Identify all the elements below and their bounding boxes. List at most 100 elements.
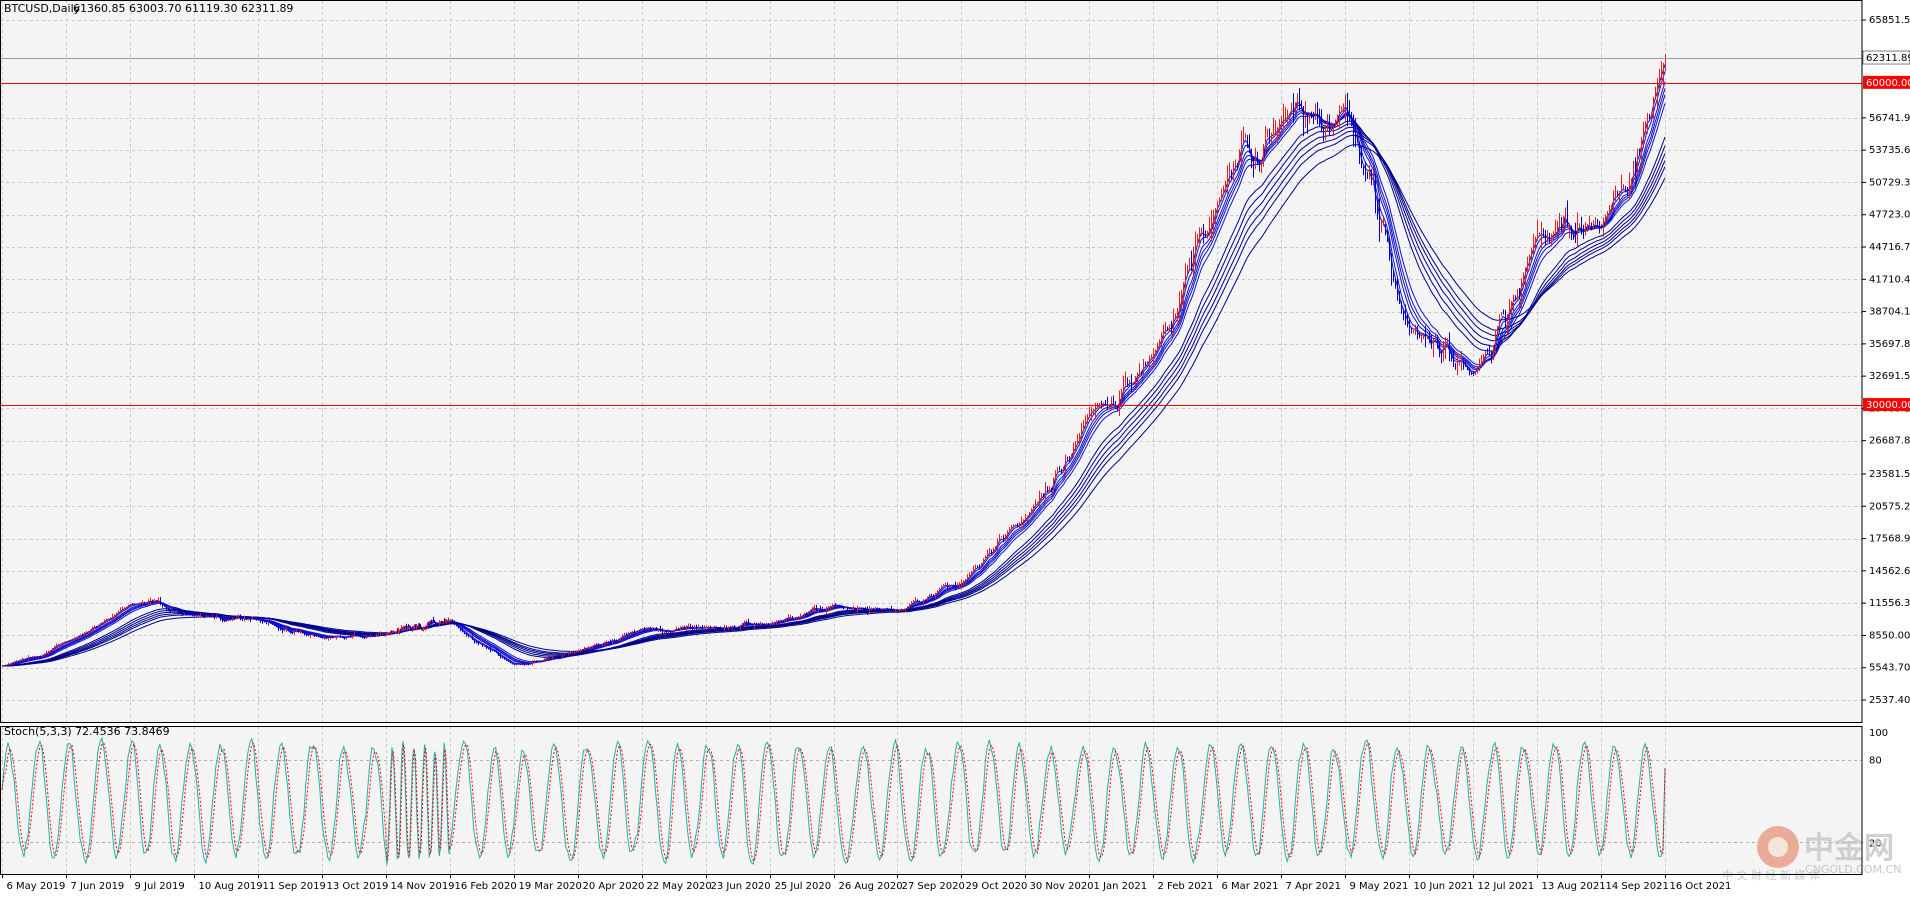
- candle-body: [562, 655, 563, 658]
- candle-body: [1639, 148, 1640, 152]
- candle-body: [610, 641, 611, 643]
- price-tick-label: 5543.70: [1869, 663, 1910, 674]
- candle-body: [1493, 348, 1494, 356]
- candle-body: [1595, 223, 1596, 227]
- candle-body: [218, 614, 219, 618]
- candle-body: [110, 618, 111, 620]
- time-tick-label: 7 Jun 2019: [71, 881, 125, 892]
- candle-body: [420, 626, 421, 629]
- candle-body: [1527, 260, 1528, 268]
- candle-body: [370, 634, 371, 637]
- candle-body: [1119, 399, 1120, 409]
- price-tick-label: 26687.80: [1869, 436, 1910, 447]
- candle-body: [514, 664, 515, 666]
- candle-body: [443, 621, 444, 623]
- candle-body: [78, 635, 79, 637]
- candle-body: [822, 609, 823, 611]
- candle-body: [124, 607, 125, 609]
- time-tick-label: 11 Sep 2019: [263, 881, 326, 892]
- candle-body: [826, 609, 827, 611]
- price-axis[interactable]: 65851.50 62311.89 60000.00 56741.90 53735.60…: [1862, 15, 1910, 706]
- candle-body: [1457, 362, 1458, 364]
- candle-body: [395, 631, 396, 633]
- time-tick-label: 23 Jun 2020: [711, 881, 771, 892]
- candle-body: [488, 648, 489, 650]
- candle-body: [1475, 371, 1476, 375]
- candle-body: [1659, 76, 1660, 88]
- candle-body: [403, 626, 404, 629]
- candle-body: [1273, 132, 1274, 136]
- candle-body: [622, 636, 623, 638]
- candle-body: [1525, 267, 1526, 278]
- candle-body: [314, 634, 315, 637]
- candle-body: [1419, 333, 1420, 338]
- time-tick-label: 13 Aug 2021: [1542, 881, 1606, 892]
- candle-body: [1661, 70, 1662, 77]
- candle-body: [1265, 136, 1266, 150]
- candle-body: [176, 610, 177, 612]
- candle-body: [1117, 406, 1118, 409]
- candle-body: [434, 620, 435, 623]
- candle-body: [955, 585, 956, 587]
- candle-body: [14, 661, 15, 663]
- candle-body: [1105, 402, 1106, 405]
- last-price-tag: [1862, 50, 1910, 65]
- candle-body: [1033, 506, 1034, 511]
- candle-body: [1385, 224, 1386, 233]
- candle-body: [1371, 171, 1372, 183]
- candle-body: [268, 621, 269, 623]
- candle-body: [1569, 225, 1570, 227]
- candle-body: [344, 637, 345, 640]
- stochastic-panel[interactable]: Stoch(5,3,3) 72.4536 73.8469: [0, 725, 1862, 874]
- candle-body: [949, 585, 950, 587]
- time-tick-label: 26 Aug 2020: [839, 881, 903, 892]
- candle-body: [312, 634, 313, 636]
- candle-body: [708, 627, 709, 629]
- candle-body: [758, 624, 759, 626]
- candle-body: [242, 618, 243, 620]
- ohlc-readout: 61360.85 63003.70 61119.30 62311.89: [73, 2, 293, 15]
- candle-body: [1095, 407, 1096, 410]
- candle-body: [1155, 351, 1156, 355]
- candle-body: [1629, 187, 1630, 192]
- candle-body: [1247, 136, 1248, 146]
- candle-body: [861, 607, 862, 609]
- candle-body: [550, 657, 551, 659]
- candle-body: [54, 646, 55, 649]
- candle-body: [540, 660, 541, 662]
- candle-body: [1205, 233, 1206, 237]
- candle-body: [1349, 110, 1350, 120]
- candle-body: [1219, 199, 1220, 203]
- candle-body: [388, 632, 389, 634]
- candle-body: [1403, 312, 1404, 315]
- candle-body: [1489, 352, 1490, 355]
- candle-body: [660, 628, 661, 631]
- candle-body: [600, 644, 601, 646]
- candle-body: [94, 626, 95, 628]
- candle-body: [387, 633, 388, 635]
- candle-body: [172, 610, 173, 613]
- candle-body: [764, 624, 765, 626]
- candle-body: [1491, 354, 1492, 356]
- candle-body: [574, 651, 575, 653]
- candle-body: [650, 627, 651, 629]
- candle-body: [1161, 336, 1162, 342]
- candle-body: [470, 636, 471, 638]
- candle-body: [1025, 517, 1026, 521]
- candle-body: [1237, 163, 1238, 165]
- candle-body: [1193, 256, 1194, 268]
- candle-body: [1471, 373, 1472, 375]
- candle-body: [1543, 232, 1544, 237]
- candle-body: [1323, 131, 1324, 133]
- candle-body: [991, 550, 992, 554]
- price-panel[interactable]: BTCUSD,Daily 61360.85 63003.70 61119.30 …: [0, 0, 1862, 722]
- candle-body: [1431, 342, 1432, 349]
- candle-body: [802, 616, 803, 618]
- candle-body: [80, 634, 81, 636]
- time-axis[interactable]: 6 May 2019 7 Jun 2019 9 Jul 2019 10 Aug 201…: [2, 874, 1732, 892]
- candle-body: [254, 618, 255, 620]
- stochastic-axis: 100 80 20: [1869, 728, 1888, 849]
- horizontal-levels[interactable]: [0, 58, 1862, 406]
- candle-body: [1377, 205, 1378, 209]
- candle-body: [1029, 512, 1030, 516]
